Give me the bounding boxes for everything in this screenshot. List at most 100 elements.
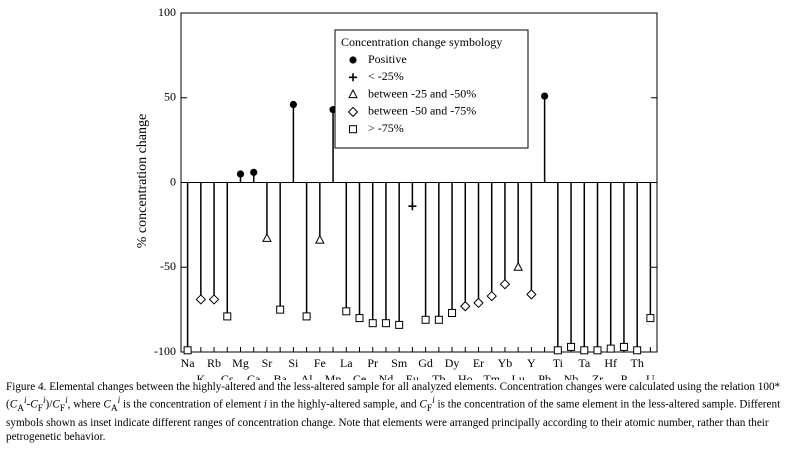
x-tick-label: P [621,372,628,380]
caption-text: - [26,398,31,411]
marker [448,309,457,318]
marker [302,312,311,321]
caption-text: i [42,396,46,406]
caption-text: i [23,396,27,406]
marker [223,312,232,321]
y-tick-label: -100 [154,344,176,358]
x-tick-label: Tm [483,372,500,380]
marker [580,346,589,355]
caption-text: i [65,396,68,406]
legend-title: Concentration change symbology [341,35,502,49]
marker [486,290,497,302]
x-tick-label: U [646,372,655,380]
caption-text: , where [67,398,104,411]
x-tick-label: Ti [553,356,564,370]
x-tick-label: Ba [273,372,287,380]
legend-label: between -25 and -50% [368,86,476,100]
x-tick-label: Pb [538,372,551,380]
caption-text: C [9,398,18,411]
x-tick-label: Mn [325,372,342,380]
x-tick-label: Sm [391,356,408,370]
marker [368,319,377,328]
x-tick-label: Cs [221,372,234,380]
marker [473,297,484,309]
marker [355,314,364,323]
chart: % concentration change -100 -50 0 50 100 NaKR… [135,5,658,380]
y-tick-label: 50 [164,90,176,104]
x-tick-label: Mg [232,356,249,370]
x-tick-label: Fe [314,356,326,370]
caption-text: )/ [45,398,53,411]
marker [262,232,272,242]
caption-text: C [52,398,60,411]
x-tick-label: Pr [367,356,378,370]
marker [348,89,358,99]
marker [421,315,430,324]
marker [553,346,562,355]
x-tick-label: Sr [262,356,273,370]
x-tick-label: La [340,356,353,370]
caption-text: C [30,398,38,411]
x-tick-label: Na [181,356,196,370]
legend-label: between -50 and -75% [368,104,476,118]
marker [460,301,471,312]
y-tick-label: -50 [160,259,176,273]
marker [236,170,245,178]
legend-label: < -25% [368,69,404,83]
x-tick-label: Ho [458,372,473,380]
marker [349,125,357,134]
caption-text: i [263,398,267,411]
caption-text: in the highly-altered sample, and [266,398,420,411]
caption: Figure 4. Elemental changes between the … [6,380,786,444]
marker [349,56,357,64]
x-tick-label: Zr [592,372,603,380]
x-tick-label: Nb [564,372,579,380]
marker [250,168,258,176]
x-tick-label: Dy [445,356,460,370]
x-tick-label: Tb [432,372,445,380]
y-axis-label: % concentration change [135,114,150,249]
x-tick-label: Nd [379,372,394,380]
marker [183,346,192,355]
caption-text: F [59,403,66,414]
marker [276,305,285,314]
marker [208,294,220,305]
x-tick-label: Yb [498,356,513,370]
marker [541,92,549,100]
legend-label: Positive [368,52,407,66]
x-tick-label: Ca [247,372,261,380]
x-tick-label: Gd [418,356,433,370]
x-tick-label: Eu [406,372,419,380]
x-tick-label: Ce [353,372,366,380]
caption-text: F [426,403,433,414]
x-tick-label: Er [473,356,484,370]
caption-text: is the concentration of the same element… [6,398,781,443]
marker [347,106,359,118]
y-tick-label: 0 [170,174,176,188]
x-tick-label: Si [288,356,299,370]
caption-text: A [17,403,24,414]
x-tick-label: Lu [511,372,524,380]
marker [408,202,417,211]
marker [434,315,443,324]
marker [395,320,404,329]
x-tick-label: Rb [207,356,221,370]
caption-text: C [419,398,427,411]
x-tick-label: Ta [578,356,590,370]
caption-text: F [37,403,43,414]
marker [526,289,537,300]
marker [315,234,325,244]
caption-text: i [117,396,121,406]
legend-label: > -75% [368,121,404,135]
caption-text: A [110,403,118,414]
marker [633,346,642,355]
marker [619,342,628,351]
x-tick-label: Th [630,356,643,370]
x-tick-label: Y [527,356,536,370]
marker [567,342,576,351]
marker [195,294,207,305]
caption-text: is the concentration of element [120,398,264,411]
marker [349,73,357,82]
caption-text: i [432,396,435,406]
